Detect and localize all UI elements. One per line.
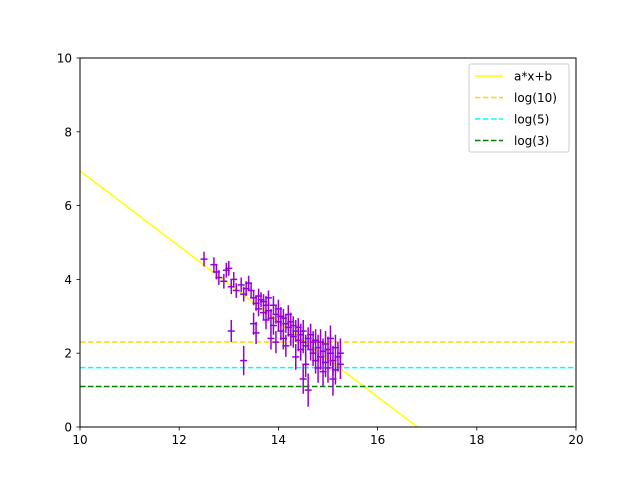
x-tick-label: 20: [568, 433, 583, 447]
y-tick-label: 10: [57, 52, 72, 66]
x-tick-label: 14: [271, 433, 286, 447]
plot-area: [80, 170, 576, 427]
data-point: [232, 283, 240, 298]
x-tick-label: 12: [172, 433, 187, 447]
data-point: [267, 327, 275, 350]
legend: a*x+b log(10) log(5) log(3): [468, 63, 570, 153]
data-point: [269, 316, 277, 335]
data-point: [304, 373, 312, 407]
y-tick-label: 0: [64, 421, 72, 435]
x-tick-label: 10: [72, 433, 87, 447]
data-point: [326, 325, 334, 352]
legend-label-3: log(3): [514, 134, 549, 148]
legend-label-2: log(5): [514, 113, 549, 127]
axes-frame: [79, 57, 577, 428]
data-point: [292, 343, 300, 370]
data-point: [230, 272, 238, 287]
data-point: [215, 270, 223, 285]
y-tick-label: 2: [64, 347, 72, 361]
data-point: [272, 331, 280, 354]
axis-ticks: 10 12 14 16 18 20 0 2 4 6 8 10: [57, 52, 584, 448]
data-point: [299, 319, 307, 343]
data-point: [264, 290, 272, 306]
legend-box: [468, 63, 570, 153]
legend-label-1: log(10): [514, 91, 557, 105]
y-tick-label: 6: [64, 199, 72, 213]
data-point: [252, 321, 260, 344]
y-tick-label: 4: [64, 273, 72, 287]
x-tick-label: 16: [370, 433, 385, 447]
data-point: [299, 364, 307, 394]
legend-label-0: a*x+b: [514, 70, 552, 84]
data-point: [225, 260, 233, 276]
data-point: [302, 351, 310, 378]
data-point: [220, 273, 228, 289]
data-point: [227, 319, 235, 343]
data-point: [324, 353, 332, 383]
y-tick-label: 8: [64, 125, 72, 139]
data-point: [237, 277, 245, 293]
data-point: [282, 334, 290, 357]
data-point: [200, 251, 208, 267]
data-point: [336, 349, 344, 380]
series-line-0: [80, 170, 418, 427]
data-point: [255, 301, 263, 317]
data-point: [240, 345, 248, 376]
x-tick-label: 18: [469, 433, 484, 447]
plot-content: [80, 170, 576, 427]
